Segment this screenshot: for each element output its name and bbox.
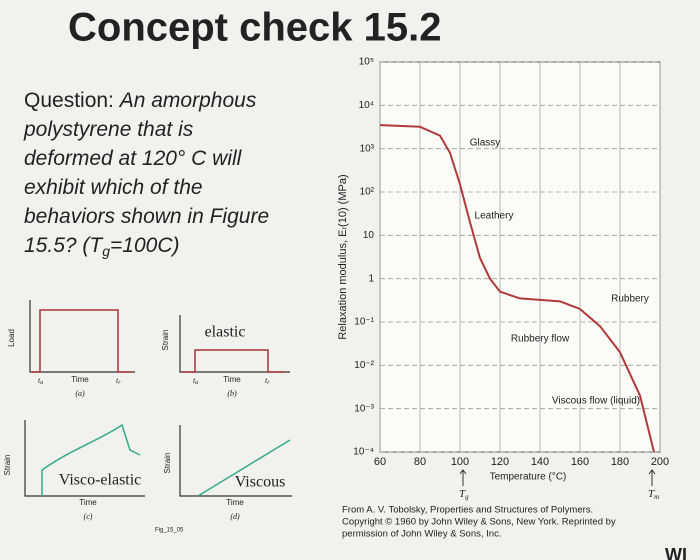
y-tick-label: 10⁻¹ (354, 317, 374, 328)
panel-tag: (d) (230, 512, 240, 521)
time-label: Time (226, 498, 244, 507)
modulus-curve (379, 124, 655, 453)
t: t (193, 376, 196, 385)
region-label: Glassy (470, 138, 501, 149)
y-tick-label: 10⁵ (359, 57, 374, 68)
question-text: An amorphous (118, 89, 257, 112)
question-text: exhibit which of the (24, 176, 203, 199)
panel-a: Load Time (a) ta tr (7, 300, 135, 398)
region-label: Leathery (475, 211, 514, 222)
behavior-label: Viscous (235, 474, 286, 491)
t-r: tr (265, 376, 270, 387)
load-step (32, 309, 132, 373)
x-tick-label: 140 (531, 456, 549, 468)
plot-area (379, 61, 661, 453)
question-text: behaviors shown in Figure (24, 205, 269, 228)
sub: a (195, 380, 198, 386)
marker-label: Tm (648, 488, 659, 501)
panel-tag: (b) (227, 389, 237, 398)
credit: From A. V. Tobolsky, Properties and Stru… (342, 505, 616, 540)
t-r: tr (116, 376, 121, 387)
axis-label: Load (7, 329, 16, 347)
axes (179, 315, 290, 373)
x-tick-label: 120 (491, 456, 509, 468)
question-line: 15.5? (Tg=100C) (24, 234, 179, 259)
axes (29, 300, 135, 373)
cut-off-text: WI (665, 545, 687, 560)
strain-step (182, 349, 285, 373)
x-tick-label: 60 (374, 456, 386, 468)
marker-symbol: T (459, 488, 466, 500)
time-label: Time (71, 375, 89, 384)
t: t (38, 376, 41, 385)
x-axis-label: Temperature (°C) (490, 472, 567, 483)
y-tick-label: 10³ (360, 143, 375, 154)
t-a: ta (38, 376, 43, 387)
y-tick-label: 10 (363, 230, 375, 241)
y-tick-label: 10⁻³ (354, 403, 374, 414)
t-a: ta (193, 376, 198, 387)
subscript: g (102, 243, 110, 259)
sub: r (118, 380, 121, 386)
marker-label: Tg (459, 488, 469, 501)
marker-symbol: T (648, 488, 655, 500)
x-tick-label: 180 (611, 456, 629, 468)
credit-line: From A. V. Tobolsky, Properties and Stru… (342, 505, 593, 516)
question-text: deformed at 120° C will (24, 147, 243, 170)
x-tick-label: 160 (571, 456, 589, 468)
y-axis-label: Relaxation modulus, Eᵣ(10) (MPa) (337, 174, 349, 339)
y-tick-label: 1 (368, 273, 374, 284)
chart: 60 80 100 120 140 160 180 200 10⁵ 10⁴ 10³ 10² 10 1 10⁻… (337, 57, 669, 501)
question-line: behaviors shown in Figure (24, 205, 269, 228)
x-tick-label: 100 (451, 456, 469, 468)
question-line: exhibit which of the (24, 176, 203, 199)
marker-arrow (459, 469, 467, 486)
t: t (265, 376, 268, 385)
region-label: Viscous flow (liquid) (552, 396, 640, 407)
y-tick-label: 10⁻² (354, 360, 374, 371)
panel-d: Strain Viscous Time (d) (163, 425, 292, 521)
panel-c: Strain Visco-elastic Time (c) (3, 420, 145, 521)
credit-line: permission of John Wiley & Sons, Inc. (342, 529, 501, 540)
subscript: g (465, 493, 469, 501)
time-label: Time (223, 375, 241, 384)
y-tick-label: 10⁻⁴ (353, 447, 374, 458)
behavior-label: elastic (205, 324, 246, 341)
sub: r (267, 380, 270, 386)
question-label: Question: (24, 89, 114, 112)
panel-b: Strain elastic Time (b) ta tr (161, 315, 290, 398)
question-text: =100C) (110, 234, 179, 257)
panel-tag: (c) (84, 512, 93, 521)
behavior-label: Visco-elastic (59, 472, 142, 489)
axis-label: Strain (3, 455, 12, 476)
x-tick-label: 80 (414, 456, 426, 468)
sub: a (40, 380, 43, 386)
question-line: deformed at 120° C will (24, 147, 243, 170)
subscript: m (654, 493, 659, 501)
region-label: Rubbery flow (511, 334, 570, 345)
time-label: Time (79, 498, 97, 507)
axes (179, 425, 292, 497)
panel-tag: (a) (75, 389, 85, 398)
marker-arrow (648, 469, 656, 486)
t: t (116, 376, 119, 385)
slide-title: Concept check 15.2 (68, 6, 442, 50)
strain-curve (41, 423, 141, 496)
question: Question: An amorphous polystyrene that i… (23, 89, 269, 259)
question-text: 15.5? (T (24, 234, 104, 257)
y-tick-label: 10⁴ (359, 100, 374, 111)
y-tick-label: 10² (360, 187, 375, 198)
question-text: polystyrene that is (23, 118, 194, 141)
question-line: polystyrene that is (23, 118, 194, 141)
figure-id: Fig_15_05 (155, 528, 184, 534)
credit-line: Copyright © 1960 by John Wiley & Sons, N… (342, 517, 616, 528)
strain-line (197, 439, 291, 497)
axis-label: Strain (163, 453, 172, 474)
question-line: Question: An amorphous (24, 89, 257, 112)
x-tick-label: 200 (651, 456, 669, 468)
axes (24, 420, 145, 497)
axis-label: Strain (161, 330, 170, 351)
region-label: Rubbery (611, 294, 649, 305)
